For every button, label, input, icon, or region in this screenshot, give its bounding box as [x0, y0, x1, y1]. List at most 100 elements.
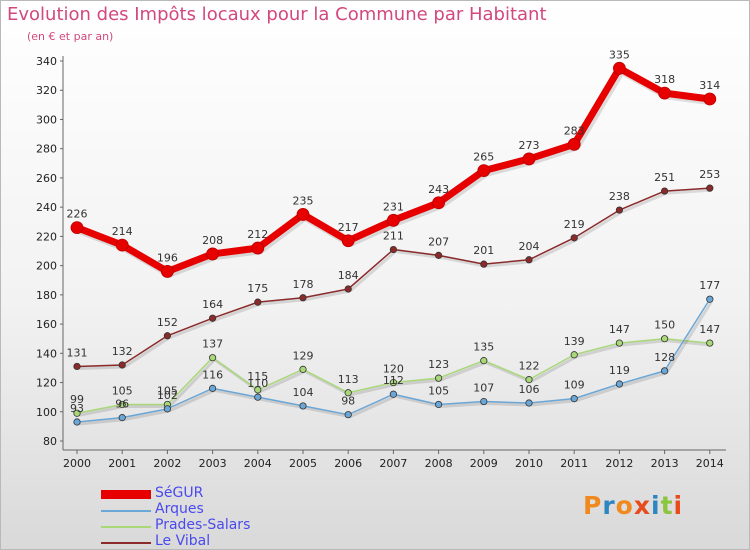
point-s-gur	[296, 208, 310, 221]
point-le-vibal	[480, 260, 488, 268]
point-s-gur	[386, 213, 400, 227]
x-tick-label: 2004	[244, 457, 272, 470]
y-tick-label: 100	[36, 406, 57, 419]
point-le-vibal	[660, 187, 669, 195]
y-tick-label: 240	[36, 201, 57, 214]
data-label-prades-salars: 137	[202, 338, 223, 351]
data-label-prades-salars: 99	[70, 393, 84, 406]
x-tick-label: 2002	[153, 457, 181, 470]
point-s-gur	[477, 164, 491, 178]
data-label-le-vibal: 211	[383, 230, 404, 243]
point-arques	[660, 367, 669, 375]
point-le-vibal	[615, 206, 624, 214]
legend-swatch-prades-salars	[101, 526, 151, 528]
point-arques	[118, 414, 126, 422]
logo-letter: i	[651, 491, 661, 520]
point-le-vibal	[525, 256, 533, 264]
data-label-arques: 177	[699, 279, 720, 292]
data-label-s-gur: 335	[609, 48, 630, 61]
point-s-gur	[567, 137, 581, 151]
data-label-s-gur: 226	[67, 208, 88, 221]
logo-letter: o	[615, 491, 634, 520]
y-tick-label: 120	[36, 377, 57, 390]
point-le-vibal	[344, 285, 352, 293]
data-label-prades-salars: 139	[564, 335, 585, 348]
point-s-gur	[115, 238, 129, 252]
y-tick-label: 340	[36, 55, 57, 68]
data-label-prades-salars: 129	[293, 349, 314, 362]
data-label-le-vibal: 152	[157, 316, 178, 329]
data-label-arques: 107	[473, 382, 494, 395]
point-s-gur	[206, 247, 220, 261]
point-prades-salars	[118, 400, 126, 409]
data-label-le-vibal: 132	[112, 345, 133, 358]
point-prades-salars	[299, 365, 307, 373]
x-tick-label: 2007	[379, 457, 407, 470]
data-label-le-vibal: 164	[202, 298, 223, 311]
point-prades-salars	[434, 374, 443, 382]
point-arques	[615, 380, 624, 388]
data-label-s-gur: 212	[247, 228, 268, 241]
point-arques	[706, 295, 714, 303]
data-label-prades-salars: 113	[338, 373, 359, 386]
y-tick-label: 200	[36, 260, 57, 273]
point-prades-salars	[73, 409, 81, 417]
data-label-arques: 93	[70, 402, 84, 415]
point-prades-salars	[660, 335, 669, 343]
data-label-arques: 98	[341, 395, 355, 408]
data-label-s-gur: 235	[293, 194, 314, 207]
data-label-arques: 128	[654, 351, 675, 364]
point-arques	[434, 400, 443, 409]
point-le-vibal	[570, 234, 578, 242]
x-tick-label: 2001	[108, 457, 136, 470]
data-label-prades-salars: 105	[157, 384, 178, 397]
data-label-s-gur: 314	[699, 79, 720, 92]
data-label-s-gur: 273	[519, 139, 540, 152]
data-label-arques: 116	[202, 368, 223, 381]
data-label-arques: 102	[157, 389, 178, 402]
point-arques	[570, 395, 578, 403]
point-le-vibal	[163, 332, 171, 340]
x-tick-label: 2014	[696, 457, 724, 470]
series-shadow-s-gur	[77, 66, 713, 278]
legend-swatch-arques	[101, 510, 151, 512]
point-prades-salars	[570, 351, 578, 359]
point-le-vibal	[209, 314, 217, 322]
proxiti-logo[interactable]: Proxiti	[583, 491, 683, 520]
data-label-le-vibal: 251	[654, 171, 675, 184]
logo-letter: x	[633, 491, 651, 520]
x-tick-label: 2006	[334, 457, 362, 470]
point-le-vibal	[389, 245, 397, 254]
point-arques	[299, 402, 307, 410]
data-label-le-vibal: 175	[247, 282, 268, 295]
point-arques	[73, 418, 81, 426]
data-label-le-vibal: 184	[338, 269, 359, 282]
data-label-s-gur: 318	[654, 73, 675, 86]
data-label-prades-salars: 147	[609, 323, 630, 336]
point-s-gur	[703, 92, 717, 106]
data-label-le-vibal: 131	[67, 346, 88, 359]
legend-label-arques: Arques	[155, 501, 204, 517]
data-label-s-gur: 208	[202, 234, 223, 247]
chart-title: Evolution des Impôts locaux pour la Comm…	[7, 4, 547, 25]
x-tick-label: 2003	[199, 457, 227, 470]
point-s-gur	[658, 86, 671, 100]
data-label-s-gur: 196	[157, 251, 178, 264]
legend-label-le-vibal: Le Vibal	[155, 533, 211, 549]
data-label-le-vibal: 253	[699, 168, 720, 181]
x-tick-label: 2010	[515, 457, 543, 470]
y-tick-label: 80	[43, 435, 57, 448]
logo-letter: t	[660, 491, 674, 520]
point-le-vibal	[706, 184, 714, 192]
data-label-le-vibal: 219	[564, 218, 585, 231]
data-label-prades-salars: 123	[428, 358, 449, 371]
point-prades-salars	[254, 386, 262, 394]
data-label-s-gur: 231	[383, 200, 404, 213]
y-tick-label: 160	[36, 318, 57, 331]
data-label-arques: 105	[428, 384, 449, 397]
data-label-arques: 119	[609, 364, 630, 377]
point-arques	[209, 384, 217, 392]
logo-letter: i	[673, 491, 684, 520]
point-prades-salars	[480, 357, 488, 365]
x-tick-label: 2000	[63, 457, 91, 470]
